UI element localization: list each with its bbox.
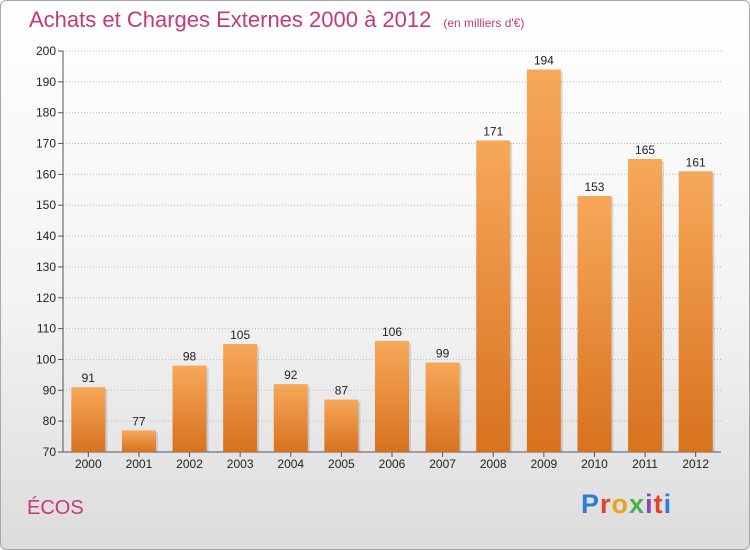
bar-2006[interactable] <box>375 340 409 452</box>
bar-value-label: 98 <box>183 350 197 364</box>
x-tick-label: 2004 <box>277 457 304 471</box>
title-text: Achats et Charges Externes 2000 à 2012 <box>29 7 432 32</box>
y-tick-label: 100 <box>36 352 56 366</box>
bar-value-label: 91 <box>82 371 96 385</box>
commune-name: ÉCOS <box>27 497 84 519</box>
x-tick-label: 2003 <box>227 457 254 471</box>
x-tick-label: 2005 <box>328 457 355 471</box>
bar-value-label: 99 <box>436 347 450 361</box>
bar-2003[interactable] <box>223 344 258 452</box>
y-tick-label: 90 <box>43 383 57 397</box>
bar-value-label: 105 <box>230 328 250 342</box>
y-tick-label: 160 <box>36 167 56 181</box>
y-tick-label: 150 <box>36 198 56 212</box>
y-tick-label: 190 <box>36 75 56 89</box>
bar-value-label: 153 <box>584 180 604 194</box>
y-tick-label: 80 <box>43 414 57 428</box>
y-tick-label: 140 <box>36 229 56 243</box>
bar-value-label: 165 <box>635 143 655 157</box>
bar-2012[interactable] <box>678 171 713 453</box>
logo-letter: i <box>645 489 654 519</box>
proxiti-logo[interactable]: Proxiti <box>581 489 672 520</box>
bar-value-label: 87 <box>335 384 349 398</box>
x-tick-label: 2011 <box>632 457 658 471</box>
y-tick-label: 130 <box>36 260 56 274</box>
logo-letter: t <box>653 489 664 519</box>
x-tick-label: 2008 <box>480 457 507 471</box>
x-tick-label: 2006 <box>379 457 406 471</box>
x-tick-label: 2012 <box>682 457 709 471</box>
bar-2010[interactable] <box>577 195 612 452</box>
bar-2000[interactable] <box>71 387 106 452</box>
logo-letter: r <box>600 489 612 519</box>
bar-2004[interactable] <box>273 384 308 452</box>
bar-value-label: 171 <box>483 124 503 138</box>
axis-layer: 7080901001101201301401501601701801902002… <box>36 44 721 471</box>
x-tick-label: 2009 <box>530 457 557 471</box>
bar-chart: 7080901001101201301401501601701801902002… <box>36 44 721 471</box>
chart-subtitle: (en milliers d'€) <box>443 16 525 30</box>
logo-letter: i <box>663 489 673 519</box>
bar-2011[interactable] <box>628 158 663 452</box>
bar-value-label: 161 <box>686 155 706 169</box>
x-tick-label: 2001 <box>126 457 153 471</box>
y-tick-label: 180 <box>36 106 56 120</box>
bar-2008[interactable] <box>476 140 511 452</box>
x-tick-label: 2007 <box>429 457 456 471</box>
logo-letter: x <box>629 489 646 519</box>
bar-layer: 91 77 98 105 92 87 106 99 171 194 153 165 161 <box>71 54 715 453</box>
y-tick-label: 200 <box>36 44 56 58</box>
x-tick-label: 2010 <box>581 457 608 471</box>
bar-2002[interactable] <box>172 365 207 452</box>
bar-value-label: 106 <box>382 325 402 339</box>
y-tick-label: 70 <box>43 445 57 459</box>
bar-value-label: 77 <box>132 414 146 428</box>
logo-letter: P <box>581 489 601 519</box>
x-tick-label: 2002 <box>176 457 203 471</box>
y-tick-label: 110 <box>37 322 56 336</box>
bar-2009[interactable] <box>526 69 561 452</box>
x-tick-label: 2000 <box>75 457 102 471</box>
y-tick-label: 120 <box>36 291 56 305</box>
logo-letter: o <box>611 489 630 519</box>
bar-value-label: 92 <box>284 368 298 382</box>
chart-title: Achats et Charges Externes 2000 à 2012 (e… <box>29 7 524 33</box>
bar-2001[interactable] <box>121 430 156 452</box>
y-tick-label: 170 <box>36 137 56 151</box>
bar-2007[interactable] <box>425 362 460 452</box>
bar-value-label: 194 <box>534 54 554 68</box>
bar-2005[interactable] <box>324 399 359 452</box>
